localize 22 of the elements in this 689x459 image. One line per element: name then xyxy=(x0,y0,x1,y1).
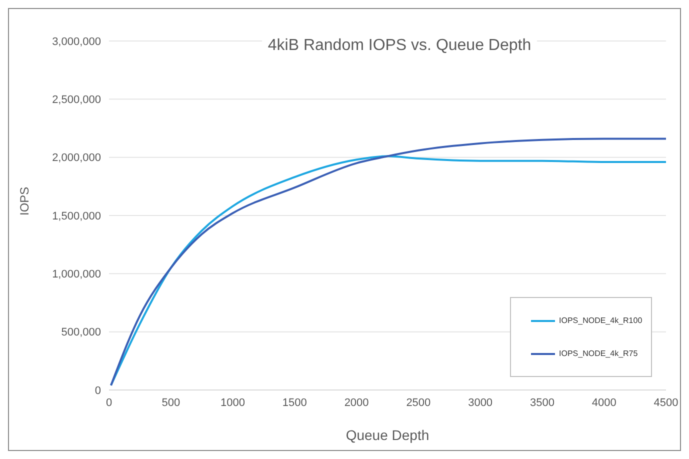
y-tick-label: 1,500,000 xyxy=(52,210,101,222)
x-tick-label: 500 xyxy=(162,396,180,409)
y-tick-label: 3,000,000 xyxy=(52,36,101,48)
y-tick-label: 0 xyxy=(94,384,101,397)
x-tick-label: 0 xyxy=(106,396,112,409)
x-tick-label: 1000 xyxy=(220,396,246,409)
x-axis-title: Queue Depth xyxy=(346,427,430,443)
y-tick-label: 2,500,000 xyxy=(52,94,101,106)
x-tick-label: 2500 xyxy=(406,396,431,409)
chart-title: 4kiB Random IOPS vs. Queue Depth xyxy=(262,37,538,54)
x-tick-label: 1500 xyxy=(282,396,307,409)
legend-label: IOPS_NODE_4k_R100 xyxy=(559,316,642,325)
x-tick-label: 4500 xyxy=(654,396,678,409)
y-tick-label: 2,000,000 xyxy=(52,152,101,164)
y-tick-label: 500,000 xyxy=(61,326,101,339)
x-tick-label: 3500 xyxy=(530,396,554,409)
x-tick-label: 2000 xyxy=(344,396,369,409)
x-tick-label: 3000 xyxy=(468,396,493,409)
y-tick-label: 1,000,000 xyxy=(52,268,101,281)
legend-label: IOPS_NODE_4k_R75 xyxy=(559,349,638,358)
y-axis-title: IOPS xyxy=(17,186,32,216)
x-tick-label: 4000 xyxy=(592,396,616,409)
